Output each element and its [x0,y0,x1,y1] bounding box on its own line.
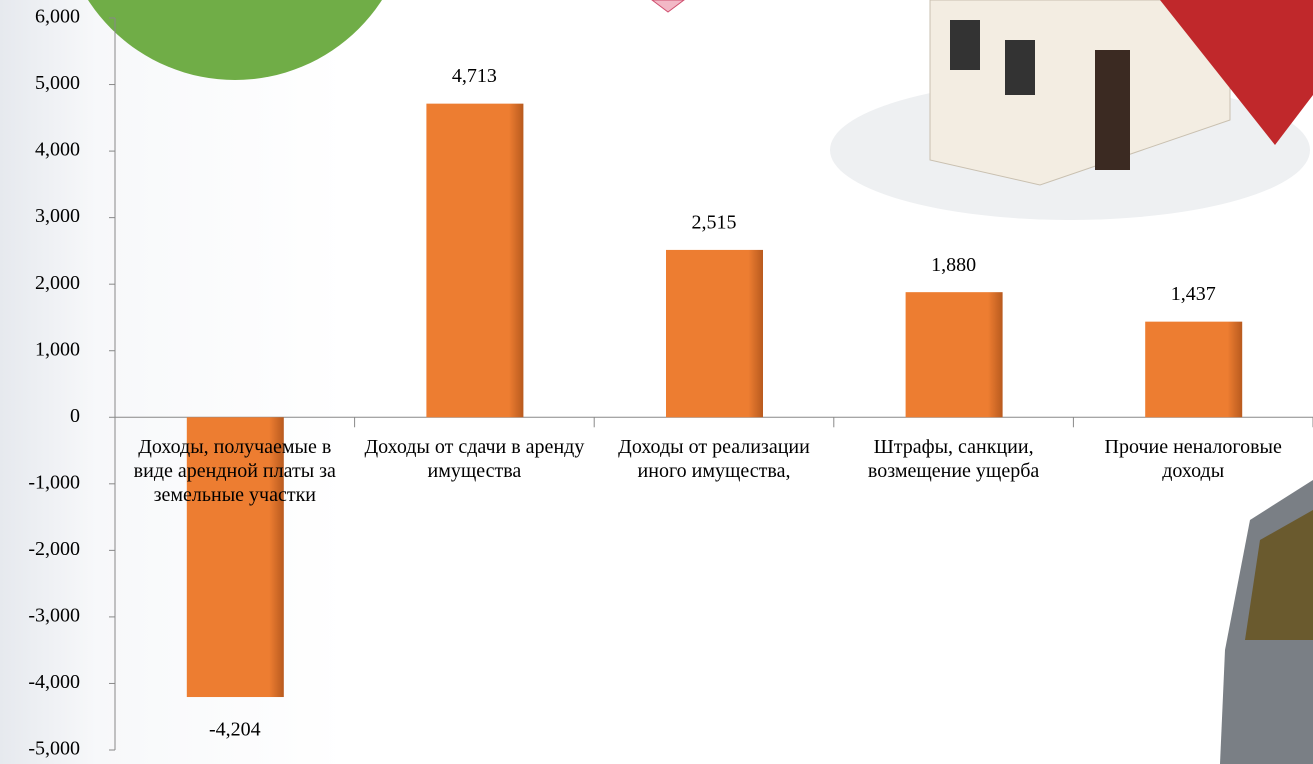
bar [186,417,284,698]
y-tick-label: -5,000 [28,738,80,760]
value-label: -4,204 [209,719,261,741]
x-tick-label: Прочие неналоговые доходы [1104,436,1282,483]
bar [905,292,1003,418]
y-tick-label: -2,000 [28,538,80,560]
decor-image [1245,510,1313,640]
value-label: 1,437 [1171,283,1216,305]
value-label: 2,515 [692,212,737,234]
decor-window [1005,40,1035,95]
bar [426,103,524,418]
y-tick-label: -1,000 [28,471,80,493]
decor-window [950,20,980,70]
decor-door [1095,50,1130,170]
y-tick-label: 6,000 [35,6,80,28]
bar [666,249,763,418]
decor-heart [651,0,685,13]
y-tick-label: 4,000 [35,139,80,161]
value-label: 4,713 [452,65,497,87]
x-tick-label: Штрафы, санкции, возмещение ущерба [867,436,1040,483]
y-tick-label: -3,000 [28,605,80,627]
x-tick-label: Доходы, получаемые в виде арендной платы… [133,436,336,507]
value-label: 1,880 [931,254,976,276]
y-tick-label: -4,000 [28,671,80,693]
decor-circle [88,0,382,80]
y-tick-label: 3,000 [35,205,80,227]
y-tick-label: 2,000 [35,272,80,294]
background [0,0,345,764]
y-tick-label: 5,000 [35,72,80,94]
decor-sign [1160,0,1313,145]
y-tick-label: 1,000 [35,338,80,360]
x-tick-label: Доходы от реализации иного имущества, [618,436,810,483]
y-tick-label: 0 [70,405,80,427]
bar [1145,321,1243,418]
x-tick-label: Доходы от сдачи в аренду имущества [364,436,585,483]
